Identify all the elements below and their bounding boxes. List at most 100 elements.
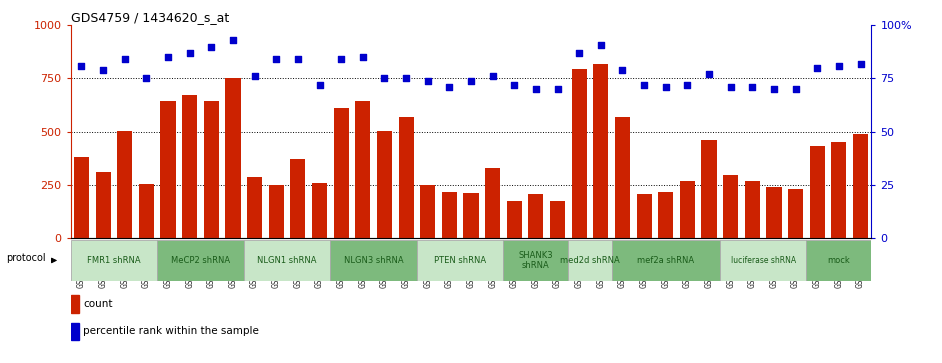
Point bbox=[463, 78, 479, 83]
Bar bbox=[463, 193, 479, 238]
Point bbox=[485, 73, 500, 79]
Point bbox=[615, 67, 630, 73]
Bar bbox=[71, 240, 157, 281]
Point bbox=[117, 57, 132, 62]
Point bbox=[398, 76, 414, 81]
Text: GDS4759 / 1434620_s_at: GDS4759 / 1434620_s_at bbox=[71, 11, 229, 24]
Bar bbox=[203, 101, 219, 238]
Point bbox=[312, 82, 327, 88]
Bar bbox=[593, 64, 609, 238]
Point bbox=[550, 86, 565, 92]
Bar bbox=[247, 177, 262, 238]
Point bbox=[832, 63, 847, 69]
Bar bbox=[572, 69, 587, 238]
Text: FMR1 shRNA: FMR1 shRNA bbox=[87, 256, 140, 265]
Bar bbox=[485, 168, 500, 238]
Bar bbox=[831, 142, 847, 238]
Bar bbox=[71, 295, 79, 313]
Point bbox=[333, 57, 349, 62]
Point bbox=[853, 61, 869, 66]
Bar bbox=[244, 240, 331, 281]
Bar bbox=[853, 134, 869, 238]
Bar bbox=[788, 189, 804, 238]
Bar bbox=[398, 117, 414, 238]
Bar bbox=[138, 184, 154, 238]
Bar bbox=[723, 175, 739, 238]
Point bbox=[680, 82, 695, 88]
Point bbox=[723, 84, 739, 90]
Point bbox=[442, 84, 457, 90]
Bar bbox=[507, 201, 522, 238]
Bar bbox=[680, 182, 695, 238]
Point bbox=[160, 54, 175, 60]
Text: NLGN1 shRNA: NLGN1 shRNA bbox=[257, 256, 317, 265]
Bar bbox=[806, 240, 871, 281]
Bar bbox=[157, 240, 244, 281]
Bar bbox=[550, 201, 565, 238]
Point bbox=[268, 57, 284, 62]
Text: med2d shRNA: med2d shRNA bbox=[560, 256, 620, 265]
Bar bbox=[355, 101, 370, 238]
Point bbox=[225, 37, 240, 43]
Bar bbox=[702, 140, 717, 238]
Point bbox=[73, 63, 89, 69]
Bar bbox=[568, 240, 611, 281]
Bar bbox=[417, 240, 503, 281]
Point bbox=[745, 84, 760, 90]
Bar bbox=[528, 194, 544, 238]
Bar bbox=[745, 182, 760, 238]
Bar bbox=[503, 240, 568, 281]
Point bbox=[290, 57, 305, 62]
Point bbox=[788, 86, 804, 92]
Point bbox=[658, 84, 674, 90]
Text: NLGN3 shRNA: NLGN3 shRNA bbox=[344, 256, 403, 265]
Bar bbox=[312, 183, 327, 238]
Point bbox=[377, 76, 392, 81]
Point bbox=[507, 82, 522, 88]
Bar bbox=[810, 146, 825, 238]
Bar bbox=[720, 240, 806, 281]
Point bbox=[420, 78, 435, 83]
Point bbox=[182, 50, 197, 56]
Point bbox=[138, 76, 154, 81]
Bar bbox=[637, 194, 652, 238]
Text: mef2a shRNA: mef2a shRNA bbox=[637, 256, 694, 265]
Text: count: count bbox=[84, 299, 113, 309]
Bar bbox=[615, 117, 630, 238]
Bar bbox=[331, 240, 417, 281]
Point bbox=[572, 50, 587, 56]
Text: luciferase shRNA: luciferase shRNA bbox=[731, 256, 796, 265]
Point bbox=[810, 65, 825, 71]
Text: MeCP2 shRNA: MeCP2 shRNA bbox=[171, 256, 230, 265]
Bar bbox=[268, 185, 284, 238]
Bar bbox=[73, 157, 89, 238]
Bar bbox=[333, 108, 349, 238]
Text: mock: mock bbox=[827, 256, 851, 265]
Bar bbox=[290, 159, 305, 238]
Bar bbox=[611, 240, 720, 281]
Text: percentile rank within the sample: percentile rank within the sample bbox=[84, 326, 259, 337]
Point bbox=[528, 86, 544, 92]
Bar bbox=[117, 131, 132, 238]
Text: protocol: protocol bbox=[6, 253, 45, 264]
Point bbox=[203, 44, 219, 50]
Point bbox=[637, 82, 652, 88]
Point bbox=[247, 73, 262, 79]
Bar bbox=[420, 185, 435, 238]
Text: SHANK3
shRNA: SHANK3 shRNA bbox=[519, 251, 553, 270]
Bar bbox=[658, 192, 674, 238]
Point bbox=[767, 86, 782, 92]
Bar bbox=[71, 323, 79, 340]
Bar bbox=[767, 187, 782, 238]
Bar bbox=[182, 95, 197, 238]
Bar bbox=[442, 192, 457, 238]
Bar bbox=[377, 131, 392, 238]
Point bbox=[355, 54, 370, 60]
Point bbox=[95, 67, 110, 73]
Bar bbox=[225, 78, 240, 238]
Bar bbox=[95, 172, 110, 238]
Bar bbox=[160, 101, 175, 238]
Point bbox=[593, 42, 609, 48]
Point bbox=[702, 72, 717, 77]
Text: PTEN shRNA: PTEN shRNA bbox=[434, 256, 486, 265]
